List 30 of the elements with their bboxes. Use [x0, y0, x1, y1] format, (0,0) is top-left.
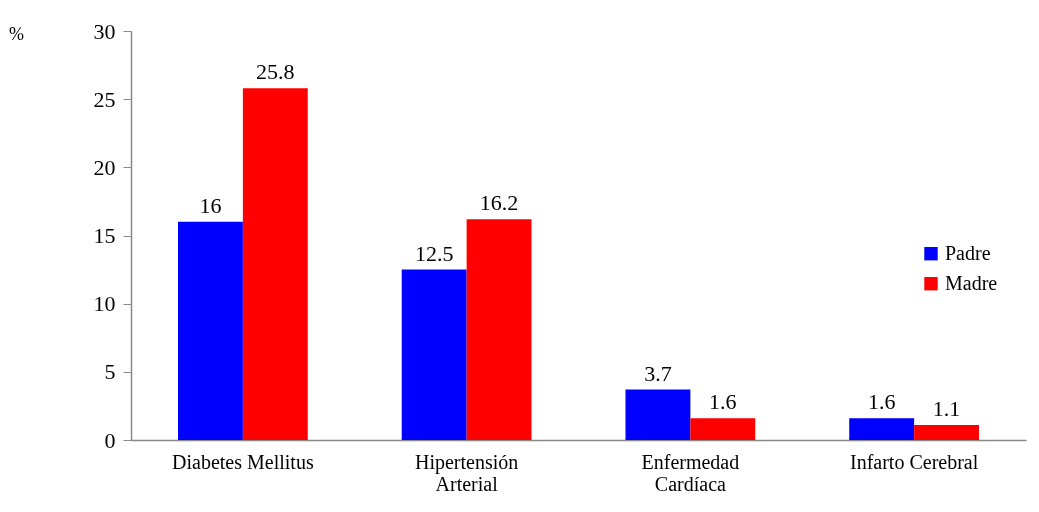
legend-label: Madre: [945, 271, 998, 294]
bar: [625, 389, 691, 440]
bar: [849, 418, 915, 440]
data-label: 1.1: [932, 396, 961, 421]
data-label: 1.6: [867, 389, 896, 415]
x-tick-label: Infarto Cerebral: [849, 450, 979, 473]
data-label: 16: [199, 192, 222, 218]
bar: [466, 219, 532, 440]
bar: [690, 418, 756, 440]
bar: [914, 425, 980, 440]
data-label: 25.8: [256, 59, 295, 85]
bar: [242, 88, 308, 440]
bar: [401, 269, 467, 440]
x-tick-label: Enfermedad Cardíaca: [641, 450, 740, 495]
data-label: 1.6: [709, 389, 737, 415]
data-label: 12.5: [414, 240, 454, 266]
y-tick-label: 15: [93, 223, 116, 248]
x-tick-label: Diabetes Mellitus: [172, 450, 314, 473]
data-label: 16.2: [479, 190, 519, 216]
y-tick-label: 20: [93, 154, 116, 180]
y-axis-title: %: [9, 23, 24, 44]
x-tick-label: Hipertensión Arterial: [414, 450, 519, 495]
y-tick-label: 30: [93, 18, 116, 44]
bar: [177, 221, 243, 440]
y-tick-label: 25: [93, 86, 116, 112]
y-tick-label: 5: [104, 359, 116, 385]
data-label: 3.7: [644, 360, 672, 386]
y-tick-label: 10: [93, 291, 116, 317]
y-tick-label: 0: [104, 427, 116, 453]
legend-label: Padre: [945, 241, 991, 264]
